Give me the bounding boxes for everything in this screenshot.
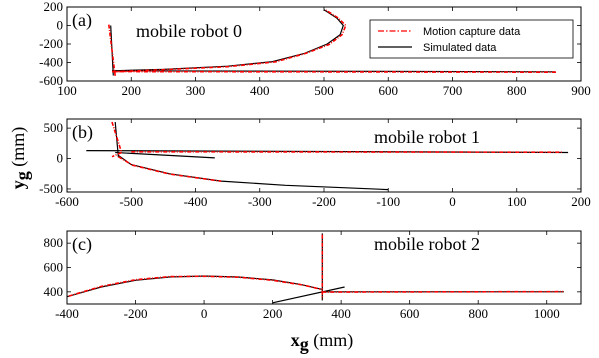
x-tick-label: 0 xyxy=(449,194,456,209)
y-tick-label: 400 xyxy=(44,284,64,299)
y-tick-label: -600 xyxy=(39,73,63,88)
x-tick-label: 800 xyxy=(468,306,488,321)
motion-capture-line-0 xyxy=(113,10,345,72)
legend-label-motion-capture: Motion capture data xyxy=(423,26,521,38)
simulated-line-2 xyxy=(273,287,345,303)
x-tick-label: -300 xyxy=(248,194,272,209)
x-tick-label: 600 xyxy=(400,306,420,321)
y-tick-label: 500 xyxy=(44,120,64,135)
y-tick-label: -500 xyxy=(39,181,63,196)
plot-frame xyxy=(67,231,581,304)
x-tick-label: 1000 xyxy=(534,306,560,321)
panel-b: -600 -500 -400 -300 -200 -100 0 100 200-5000500 … xyxy=(39,119,591,209)
x-tick-label: -600 xyxy=(55,194,79,209)
y-tick-label: 0 xyxy=(57,151,64,166)
x-axis-label: xg (mm) xyxy=(291,330,354,354)
legend-label-simulated: Simulated data xyxy=(423,42,497,54)
panel-title: mobile robot 0 xyxy=(136,21,242,41)
panel-title: mobile robot 2 xyxy=(374,234,480,254)
panel-letter: (a) xyxy=(72,10,92,31)
y-tick-label: 600 xyxy=(44,260,64,275)
motion-capture-line-2 xyxy=(109,25,115,76)
legend: Motion capture data Simulated data xyxy=(370,20,573,58)
x-tick-label: 0 xyxy=(201,306,208,321)
motion-capture-line-1 xyxy=(118,157,221,182)
x-tick-label: -500 xyxy=(119,194,143,209)
panel-letter: (b) xyxy=(72,122,93,143)
x-tick-label: -400 xyxy=(184,194,208,209)
y-axis-label: yg (mm) xyxy=(8,127,32,190)
x-tick-label: 100 xyxy=(507,194,527,209)
motion-capture-line-1 xyxy=(112,72,557,73)
simulated-line-1 xyxy=(115,153,215,158)
x-tick-label: -100 xyxy=(376,194,400,209)
panel-c: -400 -200 0 200 400 600 800 1000 400 600 800 (c) m… xyxy=(44,231,582,321)
x-tick-label: 300 xyxy=(186,83,206,98)
panel-title: mobile robot 1 xyxy=(374,127,480,147)
x-tick-label: 600 xyxy=(379,83,399,98)
y-tick-label: 200 xyxy=(44,0,64,14)
x-tick-label: 200 xyxy=(571,194,591,209)
x-tick-label: -200 xyxy=(312,194,336,209)
x-tick-label: 200 xyxy=(122,83,142,98)
simulated-line-2 xyxy=(118,156,388,190)
y-tick-label: 800 xyxy=(44,235,64,250)
x-tick-label: 700 xyxy=(443,83,463,98)
motion-capture-line-0 xyxy=(112,122,122,157)
y-tick-label: -200 xyxy=(39,36,63,51)
x-tick-label: 500 xyxy=(314,83,334,98)
x-tick-label: 400 xyxy=(331,306,351,321)
panel-letter: (c) xyxy=(72,234,92,255)
x-tick-label: 400 xyxy=(250,83,270,98)
plot-frame xyxy=(67,119,581,192)
x-tick-label: -400 xyxy=(55,306,79,321)
y-tick-label: 0 xyxy=(57,18,64,33)
x-tick-label: 200 xyxy=(263,306,283,321)
x-tick-label: 800 xyxy=(507,83,527,98)
x-tick-label: -200 xyxy=(124,306,148,321)
x-tick-label: 900 xyxy=(571,83,591,98)
y-tick-label: -400 xyxy=(39,55,63,70)
